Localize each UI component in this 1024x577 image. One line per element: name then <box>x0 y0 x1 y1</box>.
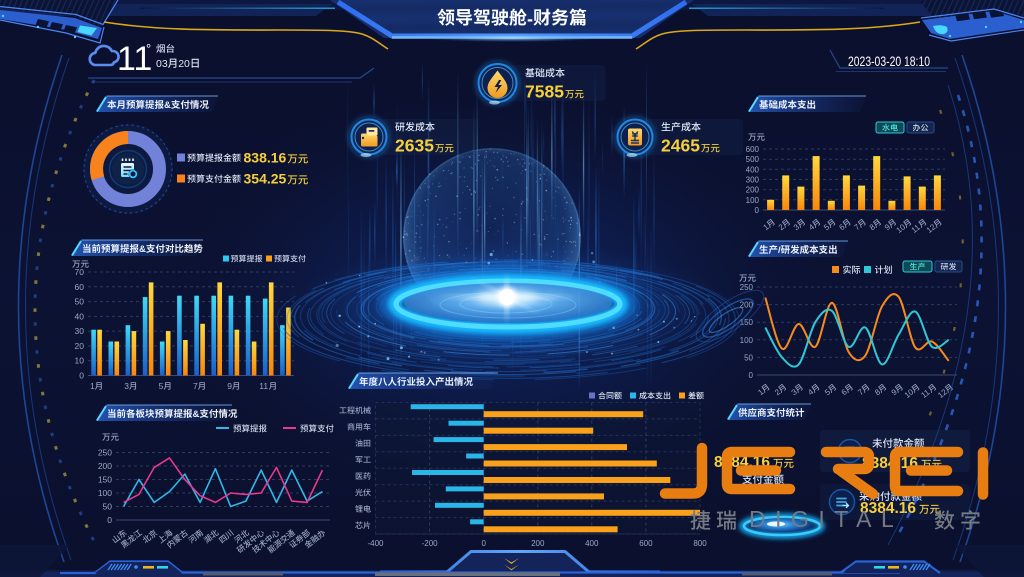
svg-text:250: 250 <box>98 448 112 458</box>
svg-text:&: & <box>139 244 146 255</box>
svg-text:7: 7 <box>853 222 862 232</box>
svg-text:7: 7 <box>193 381 198 391</box>
svg-text:11: 11 <box>259 381 268 391</box>
svg-text:150: 150 <box>98 475 112 485</box>
svg-text:50: 50 <box>103 502 113 512</box>
svg-text:4: 4 <box>806 387 815 397</box>
svg-text:DIGITAL: DIGITAL <box>749 506 903 532</box>
svg-text:20: 20 <box>178 58 190 70</box>
svg-text:8384.16: 8384.16 <box>860 500 916 517</box>
svg-text:&: & <box>193 409 200 420</box>
svg-text:6: 6 <box>840 387 849 397</box>
svg-text:838.16: 838.16 <box>244 150 287 166</box>
svg-text:1: 1 <box>756 387 765 397</box>
svg-text:60: 60 <box>75 282 85 292</box>
svg-text:400: 400 <box>585 539 599 548</box>
svg-text:03: 03 <box>156 58 168 70</box>
svg-text:8: 8 <box>868 222 877 232</box>
svg-text:50: 50 <box>744 353 753 362</box>
svg-text:600: 600 <box>746 145 760 154</box>
svg-text:20: 20 <box>75 341 85 351</box>
svg-text:150: 150 <box>740 318 754 327</box>
svg-text:11: 11 <box>117 40 152 78</box>
svg-text:-: - <box>527 9 533 29</box>
svg-text:8: 8 <box>873 387 882 397</box>
svg-text:9: 9 <box>227 381 232 391</box>
svg-text:9: 9 <box>890 387 899 397</box>
svg-text:&: & <box>164 100 171 111</box>
svg-text:200: 200 <box>531 539 545 548</box>
svg-text:-200: -200 <box>422 539 439 548</box>
svg-text:300: 300 <box>746 176 760 185</box>
svg-text:5: 5 <box>822 222 831 232</box>
svg-text:2: 2 <box>773 387 782 397</box>
svg-text:7585: 7585 <box>525 82 564 102</box>
svg-text:3: 3 <box>792 222 801 232</box>
svg-text:70: 70 <box>75 267 85 277</box>
svg-text:0: 0 <box>755 206 760 215</box>
svg-text:/: / <box>778 245 781 256</box>
svg-text:200: 200 <box>740 301 754 310</box>
svg-text:3: 3 <box>124 381 129 391</box>
svg-text:0: 0 <box>749 371 754 380</box>
svg-text:30: 30 <box>75 326 85 336</box>
svg-text:200: 200 <box>98 461 112 471</box>
svg-text:600: 600 <box>639 539 653 548</box>
svg-text:2635: 2635 <box>395 136 434 156</box>
svg-text:-400: -400 <box>367 539 384 548</box>
svg-text:200: 200 <box>746 186 760 195</box>
svg-text:2: 2 <box>777 222 786 232</box>
svg-text:4: 4 <box>807 222 816 232</box>
svg-text:100: 100 <box>740 336 754 345</box>
svg-text:400: 400 <box>746 165 760 174</box>
svg-text:1: 1 <box>762 222 771 232</box>
svg-text:5: 5 <box>159 381 164 391</box>
svg-text:0: 0 <box>107 515 112 525</box>
svg-text:100: 100 <box>98 488 112 498</box>
svg-text:2465: 2465 <box>661 136 700 156</box>
svg-text:0: 0 <box>481 539 486 548</box>
svg-text:5: 5 <box>823 387 832 397</box>
svg-text:250: 250 <box>740 283 754 292</box>
svg-text:9: 9 <box>883 222 892 232</box>
svg-text:800: 800 <box>693 539 707 548</box>
svg-text:2023-03-20 18:10: 2023-03-20 18:10 <box>848 54 930 69</box>
svg-text:50: 50 <box>75 297 85 307</box>
svg-text:500: 500 <box>746 155 760 164</box>
svg-text:40: 40 <box>75 311 85 321</box>
svg-text:6: 6 <box>837 222 846 232</box>
svg-text:100: 100 <box>746 196 760 205</box>
svg-text:°: ° <box>146 41 151 56</box>
svg-text:1: 1 <box>90 381 95 391</box>
svg-text:354.25: 354.25 <box>244 171 287 187</box>
svg-text:0: 0 <box>79 371 84 381</box>
svg-text:7: 7 <box>856 387 865 397</box>
svg-text:3: 3 <box>790 387 799 397</box>
svg-text:10: 10 <box>75 356 85 366</box>
